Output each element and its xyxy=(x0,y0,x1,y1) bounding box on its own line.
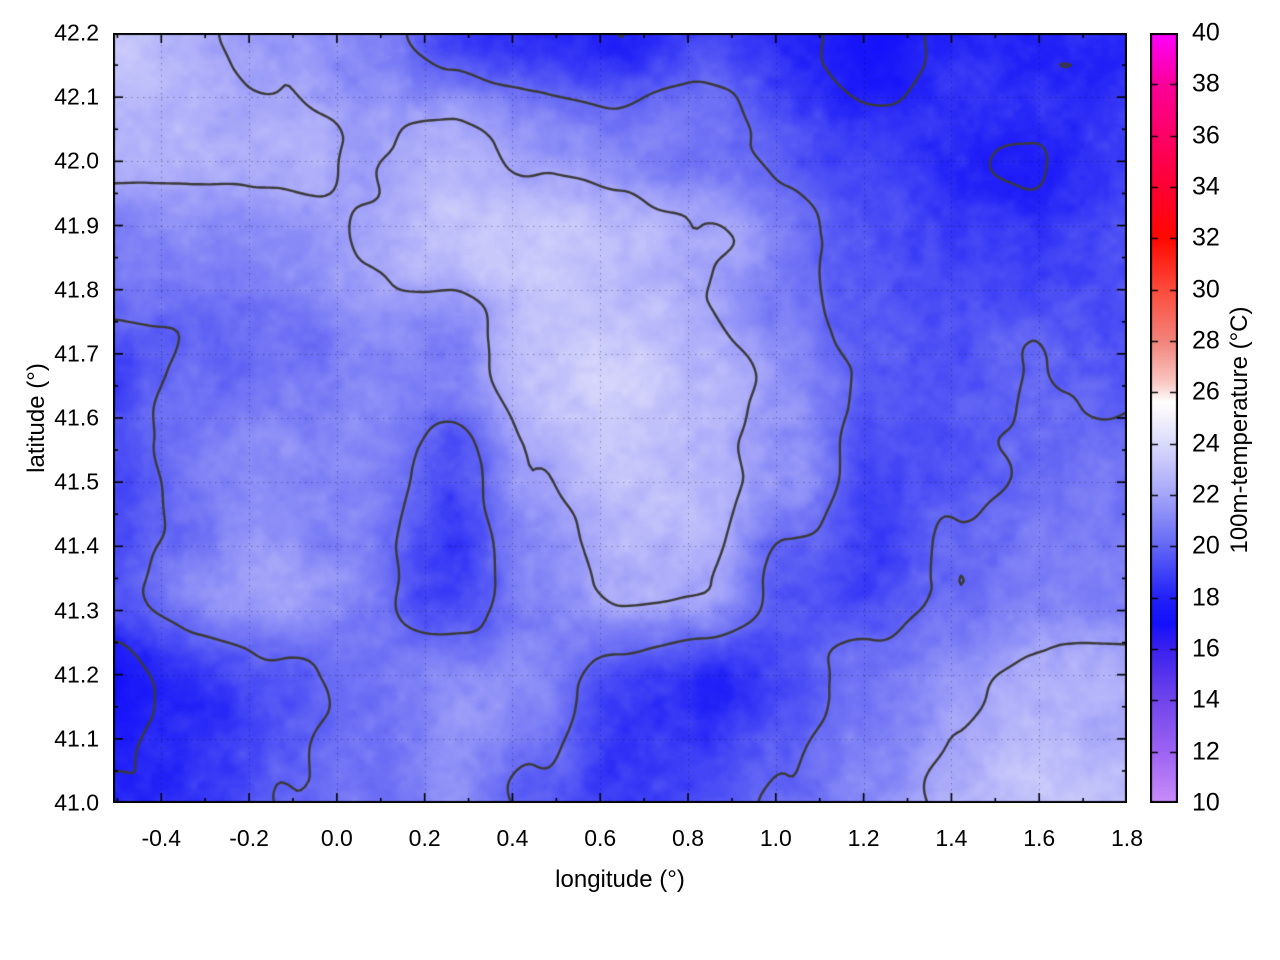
y-tick-label: 41.2 xyxy=(54,661,99,688)
colorbar-gradient xyxy=(1150,33,1178,803)
y-tick-label: 41.3 xyxy=(54,597,99,623)
plot-area xyxy=(113,33,1127,803)
colorbar-tick-label: 12 xyxy=(1192,737,1220,766)
colorbar-tick-label: 34 xyxy=(1192,172,1220,201)
x-tick-label: 1.4 xyxy=(935,825,968,851)
y-tick-label: 41.4 xyxy=(54,532,99,559)
y-tick-label: 41.5 xyxy=(54,468,99,495)
colorbar-tick-label: 14 xyxy=(1192,685,1220,714)
x-tick-label: 0.6 xyxy=(584,825,617,851)
heatmap-canvas xyxy=(113,33,1127,803)
colorbar-tick-label: 20 xyxy=(1192,531,1220,560)
x-tick-label: -0.4 xyxy=(141,825,182,851)
y-tick-label: 41.8 xyxy=(54,276,99,303)
colorbar-tick-label: 16 xyxy=(1192,634,1220,663)
colorbar-tick-label: 40 xyxy=(1192,18,1220,47)
colorbar-tick-label: 26 xyxy=(1192,377,1220,406)
colorbar-tick-label: 10 xyxy=(1192,788,1220,817)
y-tick-label: 41.7 xyxy=(54,340,99,367)
colorbar-tick-label: 30 xyxy=(1192,275,1220,304)
colorbar-tick-label: 36 xyxy=(1192,121,1220,150)
x-tick-label: 1.0 xyxy=(759,825,792,851)
colorbar-tick-label: 38 xyxy=(1192,69,1220,98)
y-tick-label: 41.9 xyxy=(54,212,99,238)
colorbar-tick-label: 32 xyxy=(1192,223,1220,252)
colorbar-tick-label: 18 xyxy=(1192,583,1220,612)
x-tick-label: 0.4 xyxy=(496,825,529,851)
y-tick-label: 41.0 xyxy=(54,789,99,816)
y-tick-label: 41.6 xyxy=(54,404,99,431)
y-tick-label: 41.1 xyxy=(54,725,99,752)
colorbar-tick-label: 22 xyxy=(1192,480,1220,509)
colorbar-tick-label: 28 xyxy=(1192,326,1220,355)
x-tick-label: 0.0 xyxy=(320,825,353,851)
y-tick-label: 42.0 xyxy=(54,147,99,174)
x-tick-label: -0.2 xyxy=(229,825,269,851)
x-tick-label: 1.8 xyxy=(1111,825,1143,851)
colorbar-tick-label: 24 xyxy=(1192,429,1220,458)
y-axis-title: latitude (°) xyxy=(23,363,50,473)
x-tick-label: 1.2 xyxy=(847,825,880,851)
x-axis-title: longitude (°) xyxy=(555,866,685,893)
colorbar-title: 100m-temperature (°C) xyxy=(1226,306,1253,554)
x-tick-label: 1.6 xyxy=(1023,825,1056,851)
y-tick-label: 42.1 xyxy=(54,83,99,110)
y-tick-label: 42.2 xyxy=(54,19,99,46)
x-tick-label: 0.2 xyxy=(408,825,441,851)
x-tick-label: 0.8 xyxy=(672,825,705,851)
